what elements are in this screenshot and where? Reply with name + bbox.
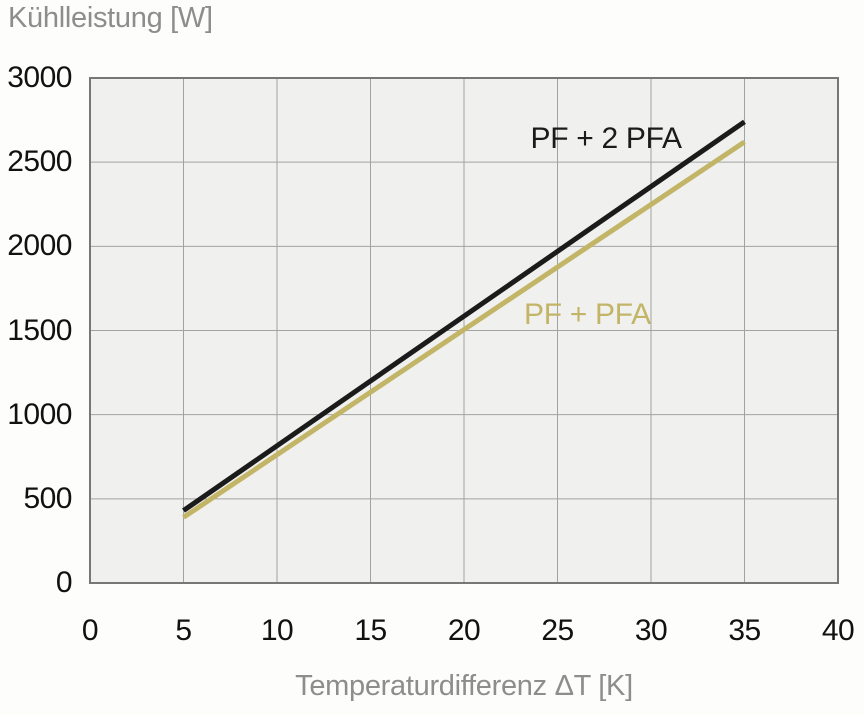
y-tick-label: 3000 (7, 61, 72, 94)
y-tick-label: 2000 (7, 229, 72, 263)
series-line-pf-2-pfa (182, 119, 746, 513)
x-axis-title: Temperaturdifferenz ΔT [K] (295, 670, 633, 702)
x-tick-label: 5 (175, 614, 192, 647)
x-tick-label: 10 (260, 614, 294, 647)
y-tick-label: 500 (23, 481, 72, 515)
y-tick-label: 2500 (7, 145, 72, 179)
x-tick-label: 30 (634, 614, 668, 647)
series-label-pf-pfa: PF + PFA (523, 297, 651, 331)
plot-border (89, 77, 839, 584)
y-tick-label: 1000 (7, 397, 72, 431)
x-tick-label: 35 (728, 614, 761, 647)
series-line-pf-pfa (182, 139, 746, 520)
x-tick-label: 20 (447, 614, 481, 647)
y-axis-title: Kühlleistung [W] (8, 2, 213, 34)
series-label-pf-2-pfa: PF + 2 PFA (530, 122, 682, 156)
y-tick-label: 0 (55, 566, 73, 599)
x-tick-label: 0 (81, 614, 99, 647)
x-tick-label: 25 (541, 614, 574, 647)
x-tick-label: 15 (354, 614, 387, 647)
y-tick-label: 1500 (7, 313, 72, 347)
x-tick-label: 40 (821, 614, 855, 647)
